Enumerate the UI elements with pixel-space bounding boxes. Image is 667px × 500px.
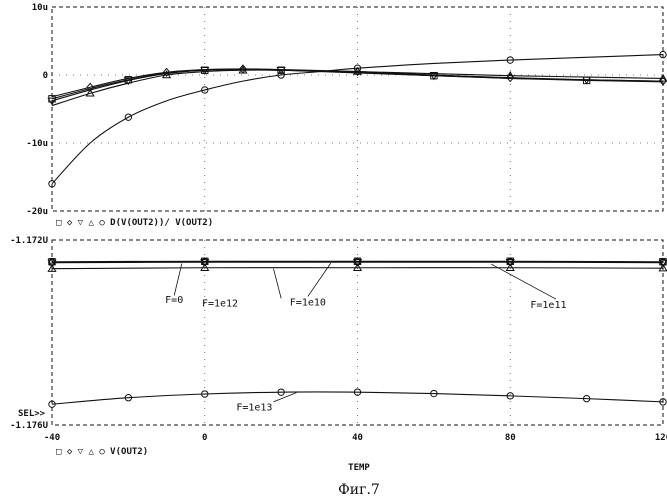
curve-annotation: F=1e13 — [236, 403, 272, 414]
x-tick-label: -40 — [44, 433, 60, 443]
x-tick-label: 0 — [202, 433, 207, 443]
legend-text: □ ◇ ▽ △ ○ V(OUT2) — [56, 447, 148, 457]
y-tick-label: -1.176U — [10, 421, 48, 431]
y-tick-label: 0 — [43, 71, 48, 81]
curve-annotation: F=1e11 — [530, 300, 566, 311]
y-tick-label: -20u — [26, 207, 48, 217]
x-tick-label: 120 — [655, 433, 667, 443]
legend-text: □ ◇ ▽ △ ○ D(V(OUT2))/ V(OUT2) — [56, 218, 213, 228]
x-tick-label: 40 — [352, 433, 363, 443]
leader-line — [491, 264, 556, 299]
sel-marker-label: SEL>> — [18, 409, 46, 419]
x-axis-label: TEMP — [348, 463, 370, 473]
plot-panel-1: 10u 0 -10u -20u □ ◇ ▽ △ ○ D(V(OUT2))/ V(OUT2… — [26, 3, 666, 228]
figure-caption: Фиг.7 — [338, 482, 380, 498]
series-square — [49, 67, 663, 102]
plot-frame — [52, 7, 663, 211]
curve-annotation: F=1e12 — [202, 298, 238, 309]
x-tick-label: 80 — [505, 433, 516, 443]
plot-panel-2: -1.172U -1.176U F=0 F=1e12 F=1e10 F=1e11 F=1e1… — [10, 236, 667, 457]
series-triangle-down — [48, 68, 663, 105]
leader-line — [273, 393, 296, 402]
curve-annotation: F=1e10 — [290, 298, 326, 309]
series-circle — [49, 389, 666, 407]
curve-annotation: F=0 — [165, 295, 183, 306]
y-tick-label: -1.172U — [10, 236, 48, 246]
leader-line — [273, 269, 281, 299]
y-tick-label: 10u — [32, 3, 48, 13]
y-tick-label: -10u — [26, 139, 48, 149]
series-line — [52, 392, 663, 404]
